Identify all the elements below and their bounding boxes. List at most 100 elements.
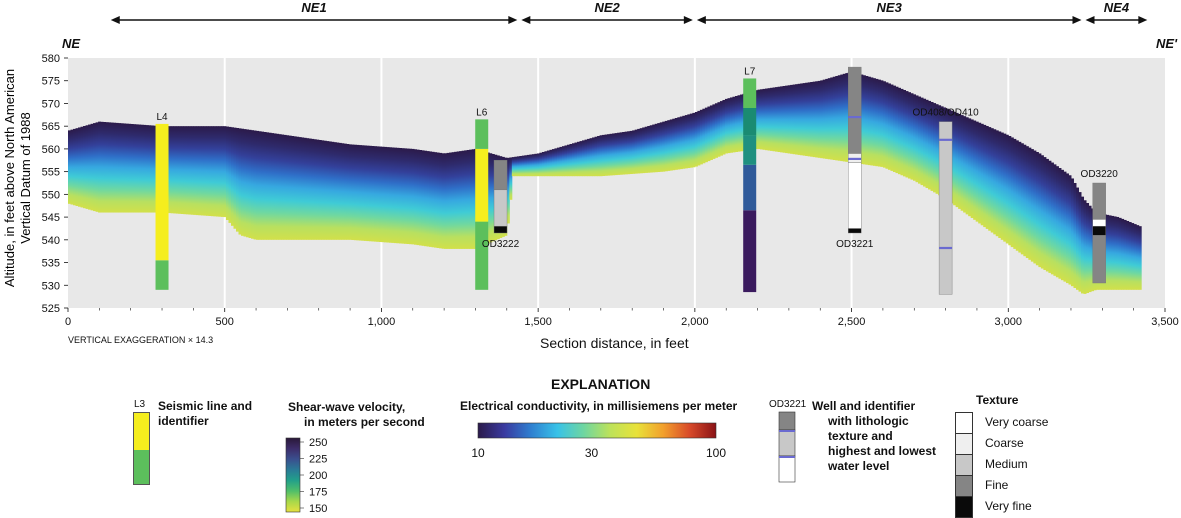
x-tick-label: 3,500 [1151, 316, 1179, 328]
profile-column [316, 139, 320, 240]
profile-column [243, 129, 247, 237]
profile-column [870, 77, 874, 166]
profile-column [143, 124, 147, 213]
profile-column [188, 126, 192, 215]
profile-column [840, 74, 844, 162]
conductivity-legend-title: Electrical conductivity, in millisiemens… [460, 399, 738, 413]
profile-column [930, 102, 934, 191]
profile-column [551, 149, 555, 177]
profile-column [662, 121, 666, 172]
profile-column [281, 134, 285, 240]
texture-label: Very coarse [985, 415, 1049, 429]
profile-column [569, 144, 573, 177]
shear-tick-label: 250 [309, 437, 327, 449]
well-label-line5: water level [828, 459, 890, 473]
profile-column [491, 154, 495, 242]
profile-column [235, 128, 240, 232]
profile-column [1010, 137, 1014, 248]
profile-column [546, 150, 550, 177]
profile-column [308, 138, 312, 240]
profile-column [918, 96, 922, 184]
seismic-segment [475, 221, 489, 290]
seismic-segment [743, 210, 757, 293]
profile-column [642, 127, 646, 174]
profile-column [805, 82, 809, 156]
profile-column [830, 77, 834, 160]
profile-column [632, 130, 636, 174]
profile-column [897, 87, 901, 175]
profile-column [679, 116, 683, 170]
profile-column [739, 94, 743, 152]
profile-column [125, 123, 129, 213]
well-label-line1: Well and identifier [812, 399, 916, 413]
profile-column [266, 132, 270, 240]
profile-column [303, 137, 307, 240]
profile-column [278, 134, 282, 240]
profile-column [75, 128, 79, 206]
texture-item: Very fine [955, 496, 1105, 518]
profile-column [925, 99, 929, 188]
profile-column [301, 137, 305, 240]
profile-column [577, 141, 581, 177]
texture-label: Fine [985, 478, 1009, 492]
profile-column [409, 148, 413, 245]
profile-column [429, 151, 433, 247]
profile-column [93, 123, 97, 212]
profile-column [622, 132, 626, 175]
y-tick-label: 540 [42, 235, 60, 247]
profile-column [910, 93, 914, 180]
profile-column [955, 112, 959, 208]
profile-column [426, 151, 430, 247]
profile-column [83, 126, 87, 209]
profile-column [511, 157, 515, 177]
profile-column [446, 152, 450, 249]
well-texture-segment [848, 66, 862, 154]
profile-column [935, 104, 939, 194]
profile-column [1106, 214, 1110, 290]
profile-column [318, 140, 322, 240]
profile-column [684, 115, 688, 169]
profile-column [373, 146, 377, 242]
profile-column [609, 133, 613, 176]
profile-column [130, 124, 134, 213]
profile-column [228, 126, 232, 223]
profile-column [534, 153, 538, 177]
profile-column [213, 126, 217, 217]
profile-column [1025, 146, 1029, 258]
profile-column [293, 136, 297, 240]
profile-column [180, 126, 184, 214]
profile-column [604, 134, 608, 176]
profile-column [915, 95, 919, 183]
profile-column [777, 86, 781, 152]
profile-column [719, 101, 723, 156]
profile-column [963, 116, 967, 213]
profile-column [353, 144, 357, 241]
x-tick-label: 1,000 [368, 316, 396, 328]
profile-column [554, 148, 558, 177]
profile-column [770, 87, 774, 151]
profile-column [657, 123, 661, 172]
profile-column [983, 124, 987, 228]
profile-column [193, 126, 197, 215]
profile-column [597, 136, 601, 177]
y-tick-label: 530 [42, 280, 60, 292]
profile-column [800, 83, 804, 156]
profile-column [529, 154, 533, 177]
profile-column [378, 146, 382, 242]
profile-column [524, 155, 528, 177]
profile-column [150, 125, 154, 213]
well-texture-segment [1092, 235, 1106, 284]
profile-column [419, 150, 423, 246]
profile-column [1136, 225, 1140, 290]
profile-column [712, 104, 716, 159]
profile-column [669, 119, 673, 171]
profile-column [233, 127, 237, 229]
profile-column [68, 130, 72, 204]
profile-column [108, 122, 112, 213]
texture-item: Medium [955, 454, 1105, 476]
profile-column [421, 150, 425, 246]
profile-column [1121, 218, 1125, 290]
profile-column [140, 124, 144, 213]
profile-column [133, 124, 137, 213]
profile-column [960, 115, 964, 211]
